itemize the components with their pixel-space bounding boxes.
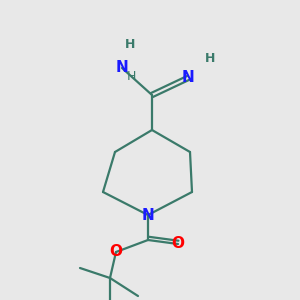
Text: N: N <box>116 61 128 76</box>
Text: H: H <box>125 38 135 52</box>
Text: N: N <box>142 208 154 223</box>
Text: H: H <box>205 52 215 64</box>
Text: N: N <box>182 70 194 86</box>
Text: H: H <box>126 70 136 83</box>
Text: O: O <box>172 236 184 251</box>
Text: O: O <box>110 244 122 260</box>
